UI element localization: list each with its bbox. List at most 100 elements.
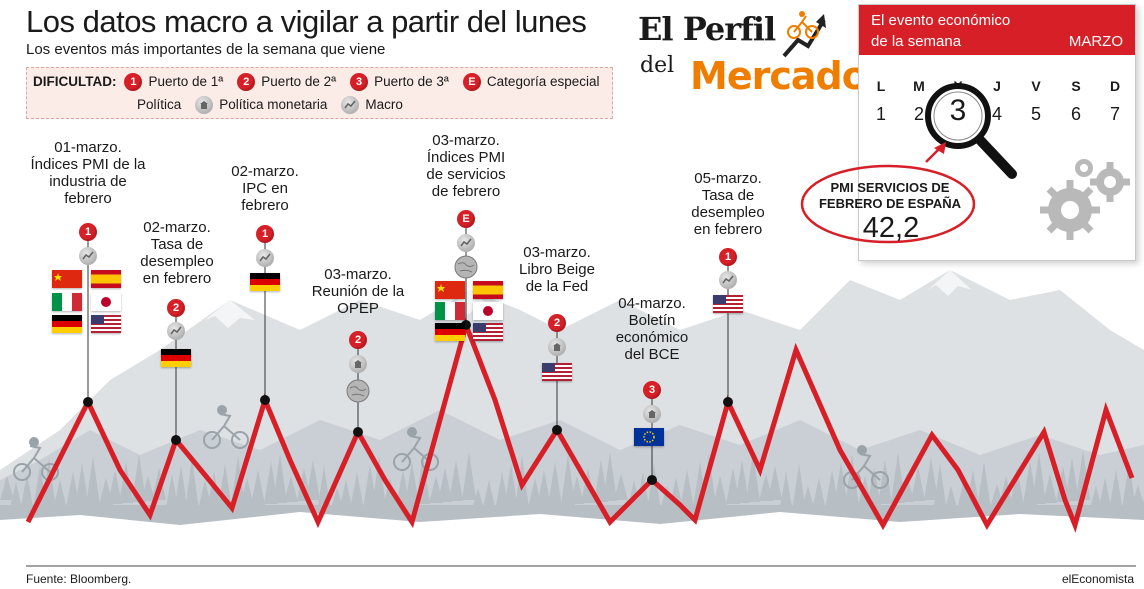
day-letter: V (1031, 78, 1041, 94)
flag-germany-icon (435, 323, 465, 341)
flag-japan-icon (91, 293, 121, 311)
publisher-credit: elEconomista (1061, 572, 1134, 586)
flag-china-icon (52, 270, 82, 288)
macro-icon (719, 271, 737, 289)
day-letter: L (876, 78, 886, 94)
event-marker (171, 435, 181, 445)
brand-title: El Perfil (638, 10, 776, 48)
globe-icon (346, 379, 370, 403)
day-letter: J (993, 78, 1001, 94)
flag-china-icon (435, 281, 465, 299)
difficulty-badge-e2: 2 (167, 299, 185, 317)
legend-macro: Macro (341, 95, 403, 115)
badge-e-icon: E (462, 73, 481, 91)
magnifier-icon (925, 83, 1017, 179)
legend-item-e: E Categoría especial (462, 72, 600, 92)
difficulty-badge-e5: E (457, 210, 475, 228)
macro-icon (79, 247, 97, 265)
flag-italy-icon (52, 293, 82, 311)
day-number: 6 (1070, 104, 1081, 124)
legend-label: DIFICULTAD: (33, 74, 117, 89)
monetary-policy-icon (195, 96, 214, 114)
flag-spain-icon (91, 270, 121, 288)
event-marker (552, 425, 562, 435)
difficulty-badge-e1: 1 (79, 223, 97, 241)
cyclist-arrow-icon (782, 11, 826, 58)
legend-item-3: 3 Puerto de 3ª (350, 72, 449, 92)
flag-eu-icon (634, 428, 664, 446)
calendar-label-line2: de la semana (871, 33, 962, 50)
politics-icon (119, 96, 137, 114)
flag-japan-icon (473, 302, 503, 320)
event-marker (353, 427, 363, 437)
day-number: 4 (991, 104, 1002, 124)
event-marker (723, 397, 733, 407)
badge-3-icon: 3 (350, 73, 369, 91)
event-label-e8: 05-marzo. Tasa de desempleo en febrero (691, 170, 765, 238)
gears-icon (1040, 159, 1130, 240)
pmi-callout-value: 42,2 (862, 212, 920, 244)
cyclist-icon (203, 405, 249, 449)
calendar-month: MARZO (1068, 33, 1123, 50)
flag-germany-icon (52, 315, 82, 333)
day-letter: M (913, 78, 925, 94)
flag-usa-icon (91, 315, 121, 333)
page-title: Los datos macro a vigilar a partir del l… (26, 4, 587, 39)
day-number: 2 (913, 104, 924, 124)
flag-usa-icon (542, 363, 572, 381)
brand-connector: del (640, 53, 675, 78)
event-label-e5: 03-marzo. Índices PMI de servicios de febre… (426, 132, 506, 200)
macro-icon (256, 249, 274, 267)
flag-usa-icon (713, 295, 743, 313)
highlighted-day: 3 (949, 94, 967, 127)
difficulty-badge-e4: 2 (349, 331, 367, 349)
legend-difficulty-row: DIFICULTAD: 1 Puerto de 1ª 2 Puerto de 2… (33, 72, 614, 92)
flag-spain-icon (473, 281, 503, 299)
badge-2-icon: 2 (237, 73, 256, 91)
monetary-policy-icon (548, 338, 566, 356)
day-number: 1 (875, 104, 886, 124)
flag-italy-icon (435, 302, 465, 320)
legend-category-row: Política Política monetaria Macro (119, 95, 417, 115)
calendar-header: El evento económico de la semana MARZO (859, 5, 1135, 55)
legend-item-2: 2 Puerto de 2ª (237, 72, 336, 92)
cyclist-icon (13, 437, 59, 481)
event-label-e3: 02-marzo. IPC en febrero (231, 163, 299, 214)
event-label-e6: 03-marzo. Libro Beige de la Fed (519, 244, 595, 295)
flag-germany-icon (250, 273, 280, 291)
pmi-callout-ring (800, 142, 976, 244)
difficulty-badge-e8: 1 (719, 248, 737, 266)
calendar-label-line1: El evento económico (871, 12, 1011, 29)
flag-usa-icon (473, 323, 503, 341)
event-marker (83, 397, 93, 407)
event-label-e4: 03-marzo. Reunión de la OPEP (311, 266, 405, 317)
pmi-callout-title: PMI SERVICIOS DE FEBRERO DE ESPAÑA (818, 180, 962, 211)
macro-icon (341, 96, 360, 114)
difficulty-badge-e7: 3 (643, 381, 661, 399)
brand-name: Mercado (690, 54, 868, 98)
event-label-e7: 04-marzo. Boletín económico del BCE (615, 295, 689, 363)
monetary-policy-icon (643, 405, 661, 423)
flag-germany-icon (161, 349, 191, 367)
event-label-e2: 02-marzo. Tasa de desempleo en febrero (140, 219, 214, 287)
event-marker (647, 475, 657, 485)
globe-icon (454, 255, 478, 279)
badge-1-icon: 1 (124, 73, 143, 91)
day-number: 7 (1109, 104, 1120, 124)
legend-monetary-policy: Política monetaria (195, 95, 327, 115)
event-marker (260, 395, 270, 405)
legend-politics: Política (119, 95, 181, 115)
macro-icon (167, 322, 185, 340)
page-subtitle: Los eventos más importantes de la semana… (26, 41, 386, 58)
route-line (25, 317, 1135, 533)
event-label-e1: 01-marzo. Índices PMI de la industria de fe… (30, 139, 146, 207)
event-calendar: El evento económico de la semana MARZO L… (858, 4, 1136, 261)
legend-item-1: 1 Puerto de 1ª (124, 72, 223, 92)
day-number: 5 (1030, 104, 1041, 124)
difficulty-badge-e3: 1 (256, 225, 274, 243)
difficulty-badge-e6: 2 (548, 314, 566, 332)
source-note: Fuente: Bloomberg. (26, 572, 132, 586)
day-letter: D (1109, 78, 1121, 94)
monetary-policy-icon (349, 355, 367, 373)
